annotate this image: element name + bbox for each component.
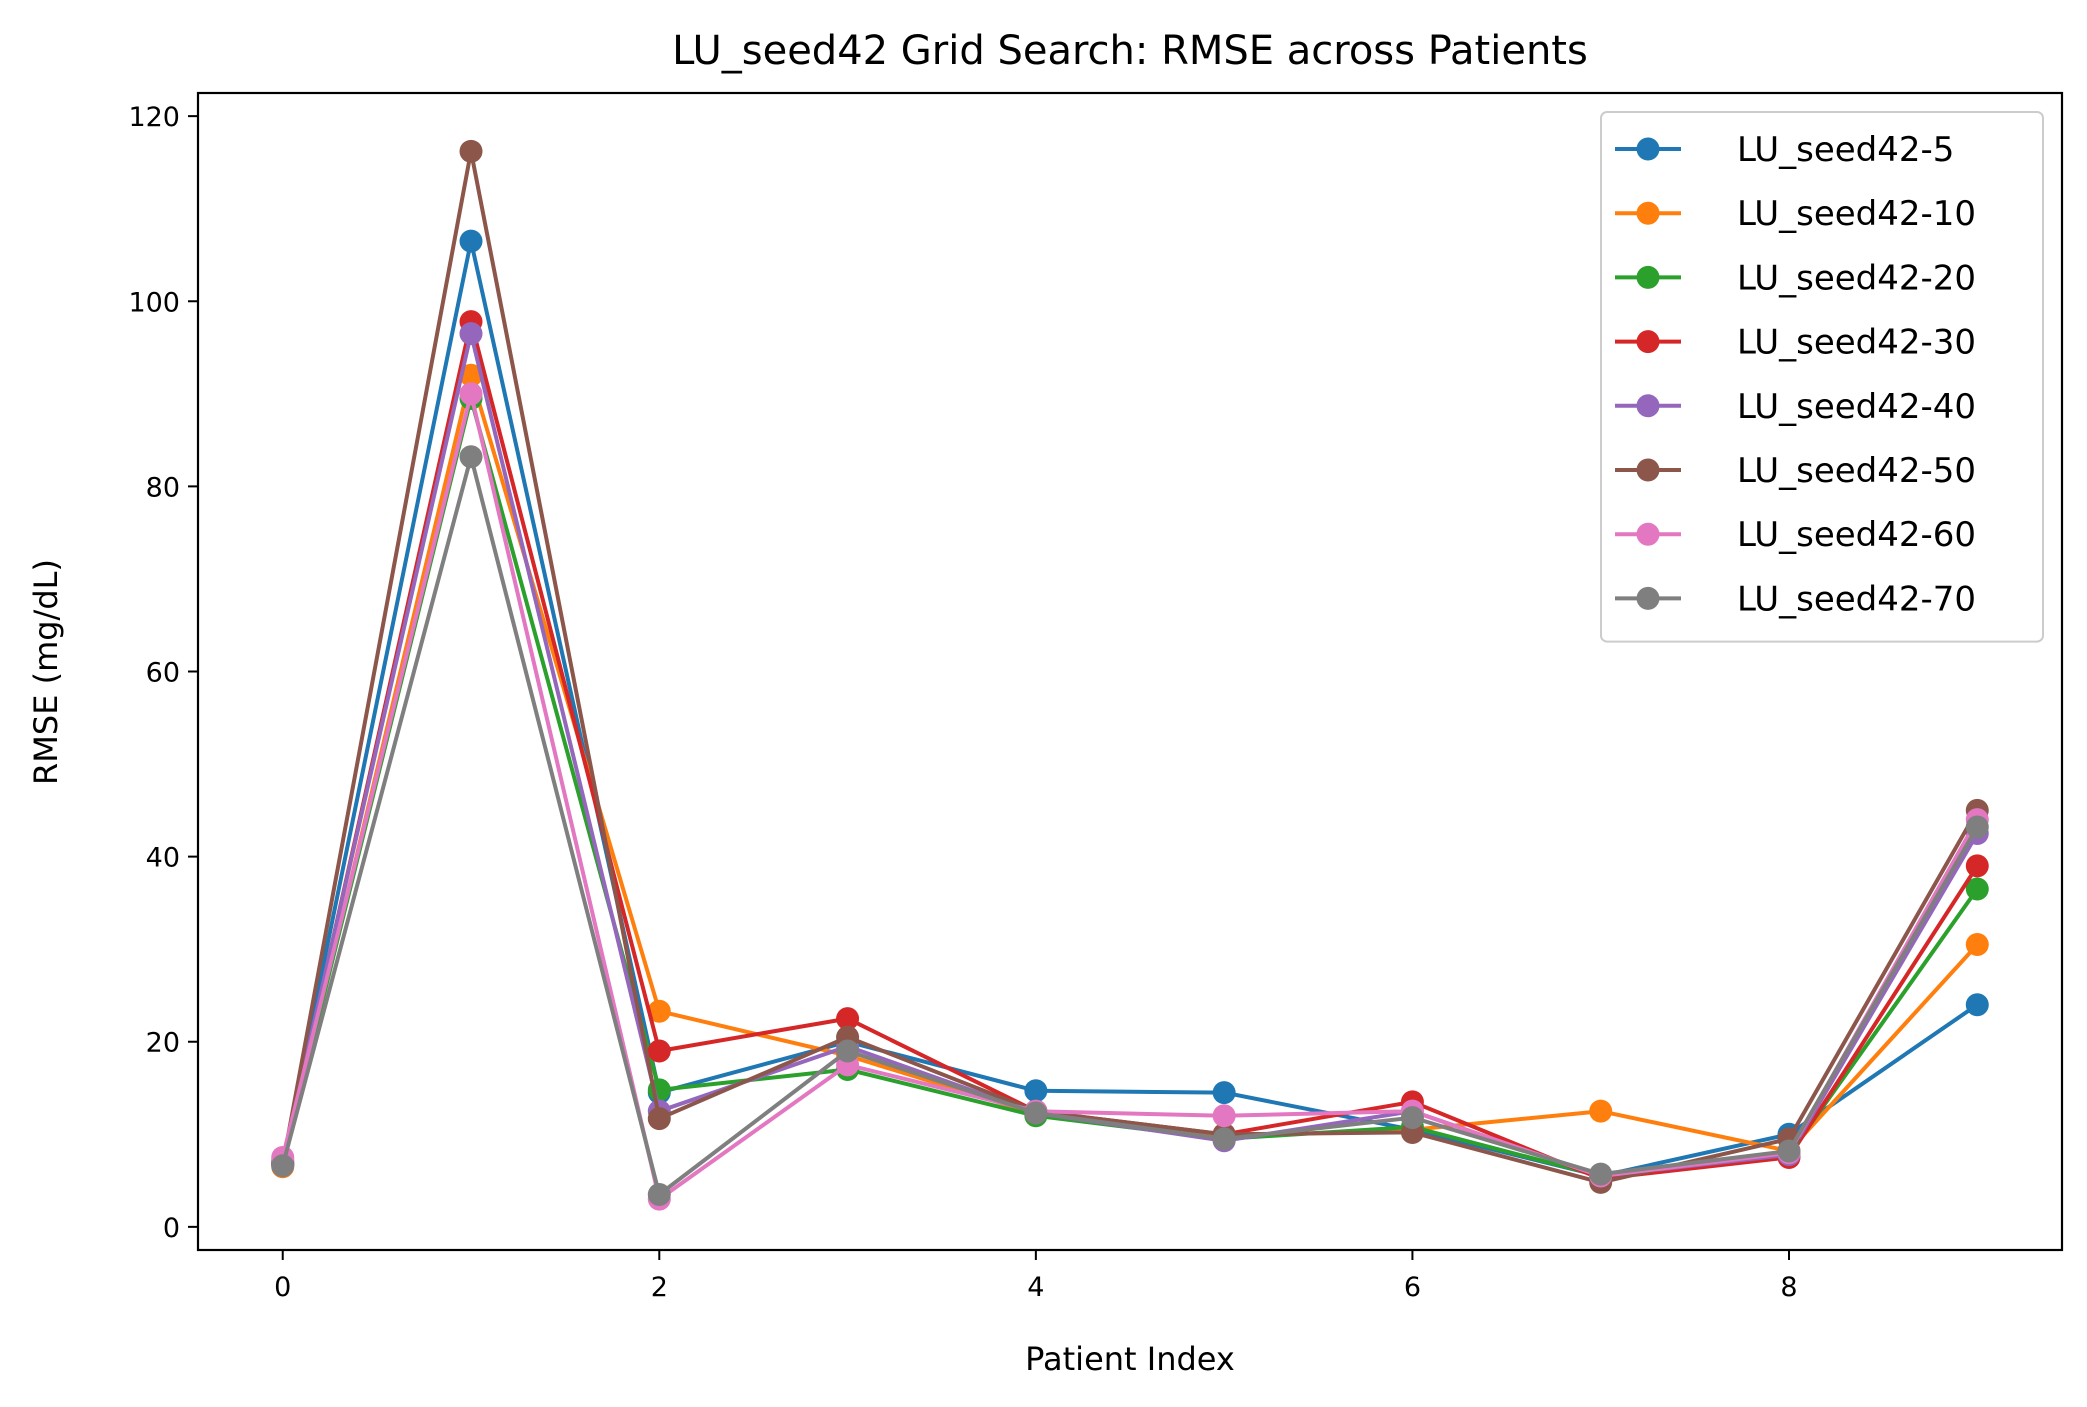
data-point [836,1039,860,1063]
x-tick-label: 0 [274,1272,291,1303]
legend-label: LU_seed42-20 [1737,258,1976,298]
y-tick-label: 80 [146,472,180,503]
legend-item: LU_seed42-60 [1615,515,1976,555]
legend-label: LU_seed42-70 [1737,579,1976,619]
data-point [1777,1139,1801,1163]
legend-item: LU_seed42-40 [1615,387,1976,427]
data-point [1400,1106,1424,1130]
data-point [1212,1127,1236,1151]
legend: LU_seed42-5 LU_seed42-10 LU_seed42-20 LU_se… [1600,111,2044,643]
legend-item: LU_seed42-20 [1615,258,1976,298]
data-point [459,322,483,346]
data-point [1965,993,1989,1017]
data-point [459,363,483,387]
data-point [1212,1104,1236,1128]
legend-label: LU_seed42-30 [1737,323,1976,363]
x-tick-label: 2 [651,1272,668,1303]
data-point [1965,854,1989,878]
data-point [271,1154,295,1178]
y-axis-title: RMSE (mg/dL) [27,559,65,785]
x-axis: 0 2 4 6 8 [274,1250,1798,1303]
y-tick-label: 100 [128,287,180,318]
legend-label: LU_seed42-10 [1737,194,1976,234]
series-line [280,239,1979,1178]
legend-label: LU_seed42-40 [1737,387,1976,427]
series-8 [271,445,1989,1206]
series-line [280,454,1980,1197]
legend-label: LU_seed42-50 [1737,451,1976,491]
data-point [459,382,483,406]
legend-marker [1636,137,1660,161]
legend-marker [1636,586,1660,610]
legend-marker [1636,265,1660,289]
legend-label: LU_seed42-60 [1737,515,1976,555]
chart-title: LU_seed42 Grid Search: RMSE across Patie… [672,28,1588,74]
data-point [1212,1081,1236,1105]
legend-item: LU_seed42-70 [1615,579,1976,619]
y-tick-label: 0 [163,1213,180,1244]
data-point [459,139,483,163]
data-point [1024,1101,1048,1125]
legend-item: LU_seed42-30 [1615,323,1976,363]
y-tick-label: 20 [146,1028,180,1059]
data-point [647,1107,671,1131]
legend-marker [1636,522,1660,546]
plot-area [271,139,1989,1211]
x-tick-label: 6 [1404,1272,1421,1303]
legend-label: LU_seed42-5 [1737,130,1954,170]
data-point [1965,877,1989,901]
data-point [647,1039,671,1063]
legend-marker [1636,394,1660,418]
x-tick-label: 8 [1780,1272,1797,1303]
data-point [647,1182,671,1206]
legend-marker [1636,458,1660,482]
data-point [1024,1079,1048,1103]
data-point [459,445,483,469]
x-axis-title: Patient Index [1025,1340,1235,1378]
legend-marker [1636,201,1660,225]
data-point [1589,1099,1613,1123]
legend-item: LU_seed42-50 [1615,451,1976,491]
legend-item: LU_seed42-5 [1615,130,1954,170]
y-tick-label: 40 [146,843,180,874]
x-tick-label: 4 [1027,1272,1044,1303]
data-point [836,1007,860,1031]
y-tick-label: 60 [146,658,180,689]
data-point [647,999,671,1023]
legend-item: LU_seed42-10 [1615,194,1976,234]
legend-box [1600,111,2044,643]
data-point [459,229,483,253]
y-tick-label: 120 [128,102,180,133]
legend-marker [1636,330,1660,354]
y-axis: 0 20 40 60 80 100 120 [128,102,198,1244]
data-point [1965,815,1989,839]
data-point [1965,933,1989,957]
data-point [1589,1162,1613,1186]
